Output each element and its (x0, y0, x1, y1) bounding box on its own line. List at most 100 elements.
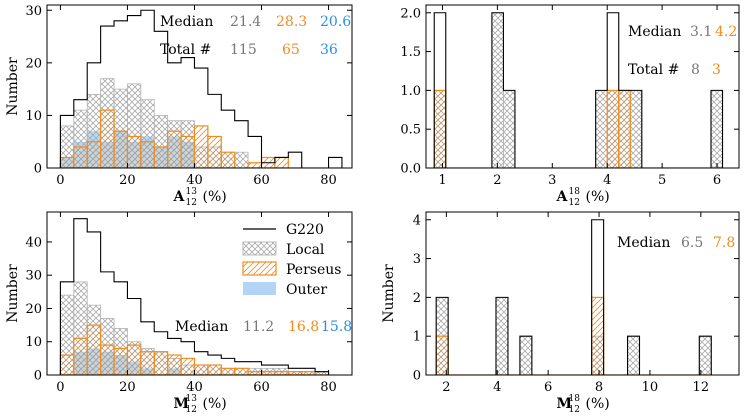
perseus-bar (126, 344, 142, 375)
legend-label: G220 (286, 222, 324, 238)
perseus-bar (234, 367, 249, 375)
x-label-unit: (%) (586, 189, 610, 205)
y-tick-label: 30 (25, 269, 42, 284)
legend-swatch-local (242, 241, 277, 256)
axes-frame (46, 211, 353, 376)
y-tick-label: 20 (25, 302, 42, 317)
x-label-unit: (%) (203, 396, 227, 412)
y-axis-label: Number (5, 57, 21, 116)
perseus-bar (220, 367, 236, 375)
y-tick-label: 10 (25, 335, 42, 350)
perseus-bar (207, 135, 222, 168)
median-value: 28.3 (276, 14, 307, 30)
local-bar (234, 151, 249, 168)
series-g220 (59, 9, 343, 168)
x-label-symbol: M (174, 396, 190, 412)
perseus-bar (100, 344, 115, 375)
median-value: 3.1 (690, 24, 712, 40)
x-tick-label: 80 (320, 173, 337, 188)
x-label-symbol: A (556, 189, 569, 205)
median-value: 6.5 (681, 235, 703, 251)
perseus-bar (193, 364, 209, 375)
x-tick-label: 60 (253, 173, 270, 188)
perseus-bar (167, 130, 182, 168)
annotations: Median 21.4 28.3 20.6 Total # 115 65 36 (160, 14, 351, 58)
perseus-bar (73, 146, 88, 168)
total-value: 3 (712, 62, 721, 78)
y-tick-label: 0 (34, 162, 42, 177)
x-tick-label: 80 (320, 380, 337, 395)
g220-step-line (59, 218, 330, 375)
plot-area (59, 218, 330, 375)
legend-item-perseus: Perseus (242, 261, 341, 278)
series-g220 (59, 218, 330, 375)
perseus-bar (113, 130, 129, 168)
perseus-bar (193, 125, 209, 168)
median-label: Median (175, 319, 228, 335)
perseus-bar (180, 357, 196, 375)
local-bar (698, 335, 712, 375)
x-tick-label: 40 (186, 173, 203, 188)
median-value: 15.8 (321, 319, 352, 335)
median-value: 21.4 (230, 14, 261, 30)
legend-item-g220: G220 (243, 222, 324, 238)
local-bar (629, 89, 643, 168)
x-tick-label: 4 (603, 173, 611, 188)
x-axis: 0 20 40 60 80 (56, 5, 337, 188)
y-axis: 0 10 20 30 40 (25, 235, 352, 384)
perseus-bar (167, 354, 182, 375)
y-tick-label: 0.5 (400, 123, 421, 138)
perseus-bar (86, 141, 102, 168)
y-tick-label: 3 (413, 252, 421, 267)
x-label-subscript: 12 (569, 198, 580, 208)
median-value: 20.6 (320, 14, 351, 30)
perseus-bar (606, 89, 620, 168)
local-bar (495, 296, 509, 375)
y-tick-label: 20 (25, 56, 42, 71)
perseus-bar (153, 351, 169, 375)
perseus-bar (220, 151, 236, 168)
total-value: 36 (320, 42, 338, 58)
x-tick-label: 3 (548, 173, 556, 188)
x-label-subscript: 12 (186, 405, 197, 415)
y-axis-label: Number (381, 264, 397, 323)
local-bar (710, 89, 723, 168)
y-axis: 0 10 20 30 (25, 4, 352, 177)
x-tick-label: 5 (658, 173, 666, 188)
perseus-bar (73, 337, 88, 375)
perseus-bar (591, 296, 605, 375)
perseus-bar (59, 156, 75, 168)
y-tick-label: 2 (413, 291, 421, 306)
median-label: Median (160, 14, 213, 30)
g220-step-line (59, 9, 343, 168)
x-label-superscript: 18 (569, 187, 581, 197)
y-tick-label: 1 (413, 330, 421, 345)
x-label-symbol: M (557, 396, 573, 412)
x-tick-label: 4 (493, 380, 501, 395)
series-perseus (435, 296, 712, 375)
x-axis: 1 2 3 4 5 6 (438, 5, 721, 188)
axes-frame (46, 4, 353, 169)
annotations: Median 6.5 7.8 (617, 235, 735, 251)
y-tick-label: 4 (413, 213, 421, 228)
x-tick-label: 1 (438, 173, 446, 188)
legend-label: Local (286, 242, 325, 258)
y-tick-label: 30 (25, 4, 42, 19)
x-label-superscript: 13 (186, 187, 198, 197)
x-tick-label: 12 (693, 380, 710, 395)
perseus-bar (140, 141, 155, 168)
y-tick-label: 40 (25, 235, 42, 250)
y-tick-label: 10 (25, 109, 42, 124)
median-value: 4.2 (715, 24, 737, 40)
legend: G220 Local Perseus Outer (242, 222, 341, 298)
perseus-bar (140, 351, 155, 375)
series-perseus (59, 109, 342, 168)
x-tick-label: 2 (442, 380, 450, 395)
local-bar (491, 12, 504, 168)
legend-item-local: Local (242, 241, 325, 258)
total-value: 8 (691, 62, 700, 78)
